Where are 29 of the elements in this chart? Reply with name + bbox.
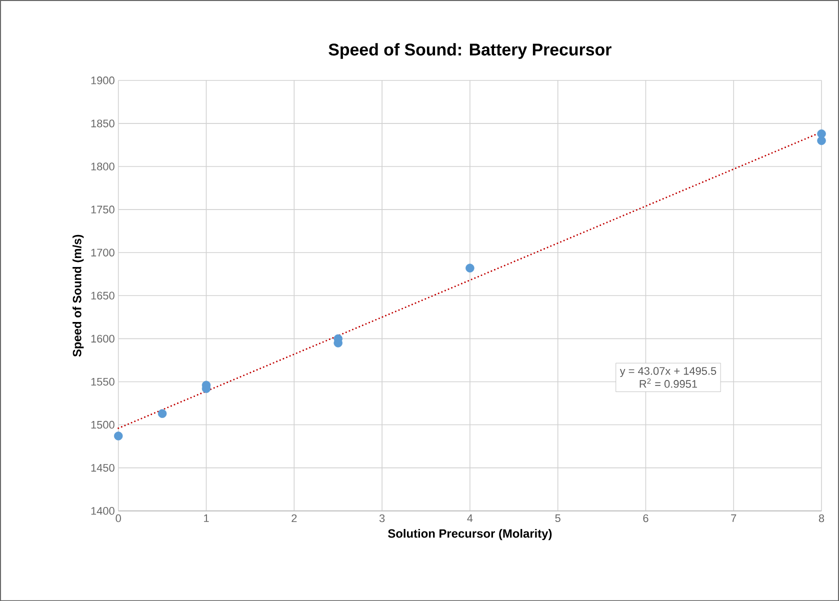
y-tick-label: 1700 <box>91 248 114 256</box>
y-tick-label: 1900 <box>91 76 114 84</box>
point <box>158 409 167 418</box>
y-tick-label: 1650 <box>91 292 114 300</box>
chart-title: Speed of Sound: Battery Precursor <box>328 43 612 59</box>
y-tick-label: 1600 <box>91 334 114 342</box>
annotation: y = 43.07x + 1495.5 <box>620 366 716 377</box>
y-tick-label: 1500 <box>91 420 114 429</box>
y-tick-label: 1450 <box>91 464 114 472</box>
x-tick-label: 8 <box>818 514 824 522</box>
x-tick-label: 3 <box>379 514 385 522</box>
x-tick-label: 5 <box>555 514 560 522</box>
point <box>817 129 826 138</box>
x-tick-label: 1 <box>204 514 209 522</box>
x-tick-label: 6 <box>643 514 648 522</box>
x-tick-label: 4 <box>467 514 473 522</box>
y-tick-label: 1750 <box>91 206 114 214</box>
point <box>466 264 474 272</box>
x-tick-label: 2 <box>292 514 297 522</box>
y-tick-label: 1850 <box>91 119 114 128</box>
x-tick-label: 0 <box>116 514 121 522</box>
y-tick-label: 1550 <box>91 378 114 386</box>
x-axis-title: Solution Precursor (Molarity) <box>388 528 552 540</box>
x-tick-label: 7 <box>731 514 736 522</box>
y-tick-label: 1400 <box>91 506 114 515</box>
y-axis-title: Speed of Sound (m/s) <box>72 234 84 357</box>
y-tick-label: 1800 <box>91 162 114 170</box>
point <box>114 431 123 440</box>
annotation: R$^{2}$ = 0.9951 <box>640 378 697 388</box>
